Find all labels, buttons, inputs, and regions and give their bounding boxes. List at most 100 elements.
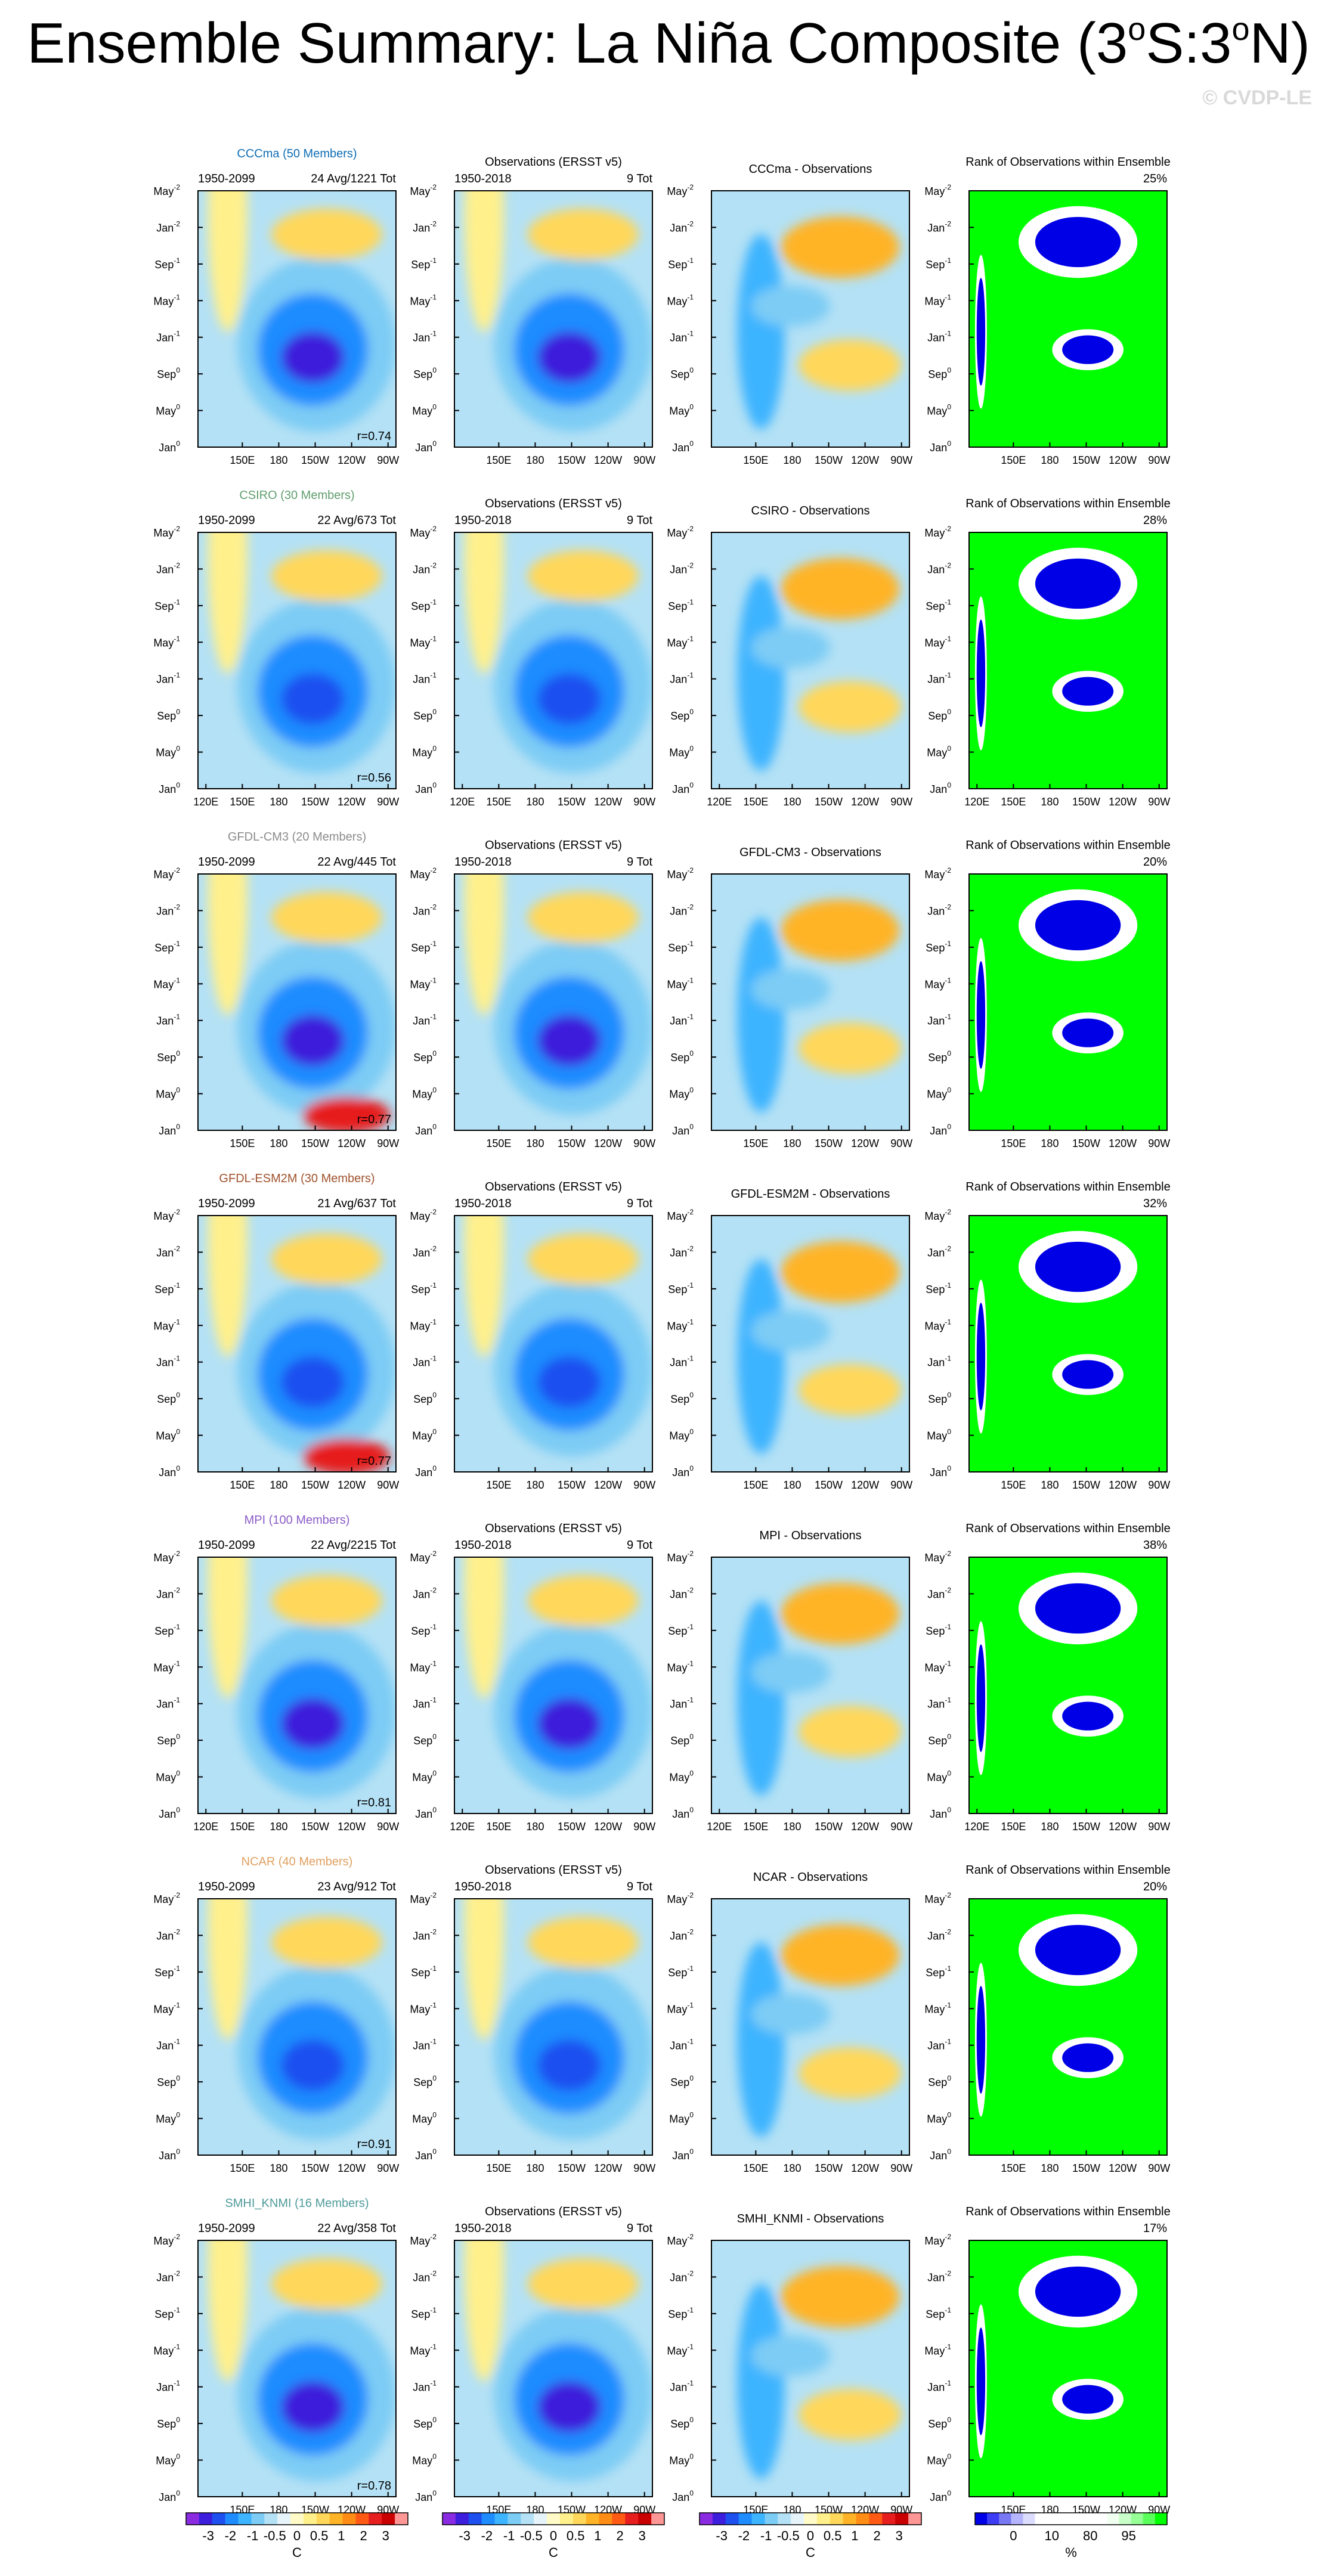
y-tick-label: Sep0 bbox=[670, 708, 694, 722]
colorbar-swatch bbox=[765, 2513, 778, 2525]
row-ncar: NCAR (40 Members) 1950-2099 23 Avg/912 Tot… bbox=[153, 1855, 1170, 2174]
obs-years: 1950-2018 bbox=[454, 2222, 512, 2235]
colorbar-label: -3 bbox=[202, 2528, 214, 2543]
panel-frame bbox=[968, 873, 1168, 1131]
diff-field bbox=[711, 191, 909, 447]
colorbar-swatch bbox=[738, 2513, 753, 2525]
colorbar-label: 0 bbox=[550, 2528, 557, 2543]
y-tick-label: May-1 bbox=[667, 634, 694, 649]
diff-title: CSIRO - Observations bbox=[751, 504, 870, 517]
x-tick-label: 150W bbox=[301, 2162, 329, 2174]
x-tick-label: 90W bbox=[377, 454, 399, 466]
row-gfdl-cm3: GFDL-CM3 (20 Members) 1950-2099 22 Avg/445… bbox=[153, 830, 1170, 1149]
y-tick-label: May-1 bbox=[667, 1318, 694, 1332]
y-tick-label: May0 bbox=[927, 403, 951, 417]
x-tick-label: 150W bbox=[558, 2162, 586, 2174]
y-tick-label: Jan-1 bbox=[927, 671, 951, 686]
x-tick-label: 90W bbox=[377, 1479, 399, 1491]
contour-region bbox=[781, 558, 900, 620]
obs-years: 1950-2018 bbox=[454, 172, 512, 185]
colorbar-swatch bbox=[725, 2513, 739, 2525]
x-tick-label: 120W bbox=[851, 1479, 879, 1491]
y-tick-label: Jan-1 bbox=[670, 2038, 694, 2052]
x-tick-label: 150W bbox=[558, 1479, 586, 1491]
x-tick-label: 120W bbox=[1109, 1137, 1137, 1149]
rank-low-core bbox=[1035, 216, 1121, 268]
contour-region bbox=[799, 681, 902, 733]
y-tick-label: Sep0 bbox=[157, 2074, 180, 2088]
y-tick-label: Sep-1 bbox=[154, 2306, 180, 2320]
y-tick-label: Jan-2 bbox=[927, 903, 951, 917]
y-tick-label: May-1 bbox=[410, 1318, 437, 1332]
model-events: 22 Avg/2215 Tot bbox=[311, 1539, 396, 1552]
contour-region bbox=[527, 892, 639, 944]
pattern-correlation: r=0.81 bbox=[357, 1796, 391, 1809]
colorbar-swatch bbox=[534, 2513, 547, 2525]
rank-low-core bbox=[1062, 1360, 1114, 1389]
colorbar-swatch bbox=[987, 2513, 999, 2525]
contour-region bbox=[302, 1097, 391, 1130]
contour-region bbox=[537, 1015, 601, 1067]
colorbar-label: -0.5 bbox=[264, 2528, 286, 2543]
panel-frame bbox=[454, 1557, 653, 1814]
y-tick-label: May0 bbox=[927, 1086, 951, 1101]
panel-frame bbox=[711, 873, 910, 1131]
obs-years: 1950-2018 bbox=[454, 855, 512, 869]
y-tick-label: Sep-1 bbox=[411, 598, 437, 612]
x-tick-label: 90W bbox=[890, 1137, 912, 1149]
y-tick-label: Jan-2 bbox=[413, 1927, 437, 1942]
y-tick-label: Sep0 bbox=[928, 1732, 951, 1747]
x-tick-label: 150E bbox=[486, 796, 511, 808]
model-years: 1950-2099 bbox=[198, 2222, 255, 2235]
colorbar-swatch bbox=[369, 2513, 382, 2525]
y-tick-label: Sep0 bbox=[157, 2416, 180, 2430]
obs-field bbox=[454, 2240, 652, 2497]
y-tick-label: Jan-1 bbox=[670, 330, 694, 344]
x-tick-label: 150E bbox=[230, 1821, 255, 1833]
x-tick-label: 180 bbox=[783, 454, 801, 466]
y-tick-label: May-2 bbox=[924, 866, 951, 881]
y-tick-label: May-1 bbox=[153, 1659, 180, 1673]
colorbar-swatch bbox=[882, 2513, 896, 2525]
rank-percent: 20% bbox=[1143, 1880, 1167, 1893]
y-tick-label: Sep0 bbox=[157, 366, 180, 380]
rank-low-core bbox=[1062, 1701, 1114, 1731]
colorbar-swatch bbox=[869, 2513, 883, 2525]
x-tick-label: 90W bbox=[377, 1137, 399, 1149]
x-tick-label: 120W bbox=[594, 454, 622, 466]
y-tick-label: Jan-2 bbox=[927, 1586, 951, 1600]
rank-low-core bbox=[976, 278, 986, 386]
y-tick-label: Jan0 bbox=[672, 1123, 694, 1137]
x-tick-label: 180 bbox=[1041, 2162, 1059, 2174]
colorbar-swatch bbox=[251, 2513, 265, 2525]
pattern-correlation: r=0.77 bbox=[357, 1113, 391, 1126]
contour-region bbox=[751, 1310, 831, 1351]
obs-title: Observations (ERSST v5) bbox=[485, 156, 622, 169]
x-tick-label: 150E bbox=[230, 796, 255, 808]
x-tick-label: 150E bbox=[743, 2162, 768, 2174]
contour-region bbox=[781, 900, 900, 962]
contour-region bbox=[527, 1917, 639, 1969]
colorbar-frame bbox=[185, 2512, 408, 2525]
colorbar-swatch bbox=[547, 2513, 561, 2525]
y-tick-label: May0 bbox=[412, 2111, 437, 2125]
contour-region bbox=[751, 627, 831, 668]
y-tick-label: May0 bbox=[156, 1769, 180, 1784]
colorbar-swatch bbox=[651, 2513, 665, 2525]
model-events: 23 Avg/912 Tot bbox=[317, 1880, 396, 1893]
colorbar-swatch bbox=[778, 2513, 791, 2525]
x-tick-label: 180 bbox=[526, 454, 544, 466]
x-tick-label: 150E bbox=[1001, 454, 1026, 466]
model-years: 1950-2099 bbox=[198, 1197, 255, 1210]
y-tick-label: Sep0 bbox=[928, 2074, 951, 2088]
contour-region bbox=[464, 191, 504, 332]
y-tick-label: Jan-2 bbox=[413, 1244, 437, 1258]
contour-region bbox=[781, 2266, 900, 2328]
colorbar-swatch bbox=[481, 2513, 496, 2525]
colorbar-label: 2 bbox=[360, 2528, 367, 2543]
y-tick-label: Jan-2 bbox=[156, 2269, 180, 2283]
x-tick-label: 120W bbox=[851, 2162, 879, 2174]
x-tick-label: 180 bbox=[783, 1479, 801, 1491]
contour-region bbox=[799, 1706, 902, 1757]
rank-low-core bbox=[976, 619, 986, 727]
